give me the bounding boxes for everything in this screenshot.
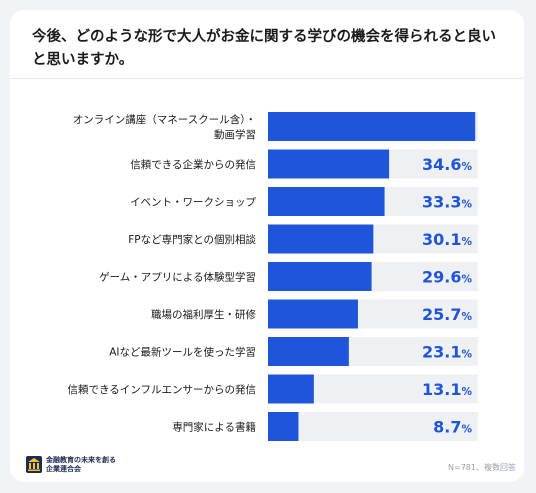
org-name-line1: 金融教育の未来を創る: [46, 456, 116, 464]
category-label: 信頼できるインフルエンサーからの発信: [68, 383, 256, 396]
org-name: 金融教育の未来を創る 企業連合会: [46, 456, 156, 474]
value-label: 34.6%: [422, 155, 472, 174]
bar: [268, 262, 372, 291]
bar: [268, 374, 314, 404]
title-divider: [10, 78, 524, 79]
value-label: 59.2%: [422, 118, 472, 137]
bar: [268, 187, 385, 216]
value-label: 8.7%: [433, 418, 472, 437]
org-name-line2: 企業連合会: [46, 465, 81, 473]
bar-track: [268, 412, 478, 441]
value-label: 33.3%: [422, 193, 472, 212]
bar: [268, 299, 358, 329]
value-label: 30.1%: [422, 230, 472, 249]
value-label: 29.6%: [422, 268, 472, 287]
category-label: 専門家による書籍: [172, 421, 256, 434]
category-label: 職場の福利厚生・研修: [151, 308, 256, 321]
bar: [268, 149, 390, 179]
value-label: 25.7%: [422, 305, 472, 324]
value-label: 23.1%: [422, 343, 472, 362]
bar: [268, 224, 374, 254]
org-logo-icon: [26, 456, 42, 473]
category-label: オンライン講座（マネースクール含）・動画学習: [73, 113, 256, 141]
sample-note: N=781、複数回答: [448, 463, 516, 472]
category-label: AIなど最新ツールを使った学習: [109, 346, 256, 359]
category-label: ゲーム・アプリによる体験型学習: [99, 271, 256, 284]
bar: [268, 337, 349, 366]
category-label: FPなど専門家との個別相談: [128, 233, 256, 246]
category-label: 信頼できる企業からの発信: [130, 158, 256, 171]
bar: [268, 112, 476, 141]
bar: [268, 412, 299, 441]
category-label: イベント・ワークショップ: [130, 197, 256, 209]
chart-title: 今後、どのような形で大人がお金に関する学びの機会を得られると良いと思いますか。: [32, 29, 496, 68]
value-label: 13.1%: [422, 380, 472, 399]
